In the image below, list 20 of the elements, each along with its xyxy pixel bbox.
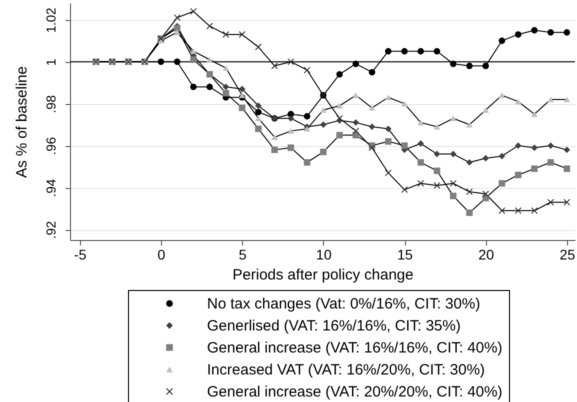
x-tick-label: 10 (316, 246, 332, 262)
y-tick-label: .96 (44, 137, 58, 156)
y-axis-title: As % of baseline (14, 66, 30, 178)
x-tick-label: 5 (238, 246, 247, 262)
y-tick-label: .92 (44, 220, 58, 240)
y-tick-label: 1 (44, 58, 58, 66)
y-tick-label: 1.02 (44, 8, 58, 33)
x-tick-label: 0 (158, 246, 166, 262)
x-tick-label: 20 (478, 246, 494, 262)
legend-label: General increase (VAT: 20%/20%, CIT: 40%) (207, 384, 502, 400)
legend-label: General increase (VAT: 16%/16%, CIT: 40%) (207, 340, 502, 356)
y-tick-label: .98 (44, 95, 58, 114)
y-tick-label: .94 (44, 179, 58, 198)
x-tick-label: 15 (397, 246, 413, 262)
x-tick-label: -5 (74, 246, 87, 262)
legend-label: No tax changes (Vat: 0%/16%, CIT: 30%) (207, 296, 480, 312)
x-axis-title: Periods after policy change (232, 266, 414, 284)
legend-label: Increased VAT (VAT: 16%/20%, CIT: 30%) (207, 362, 485, 378)
x-tick-label: 25 (560, 246, 576, 262)
legend-label: Generlised (VAT: 16%/16%, CIT: 35%) (207, 318, 461, 334)
